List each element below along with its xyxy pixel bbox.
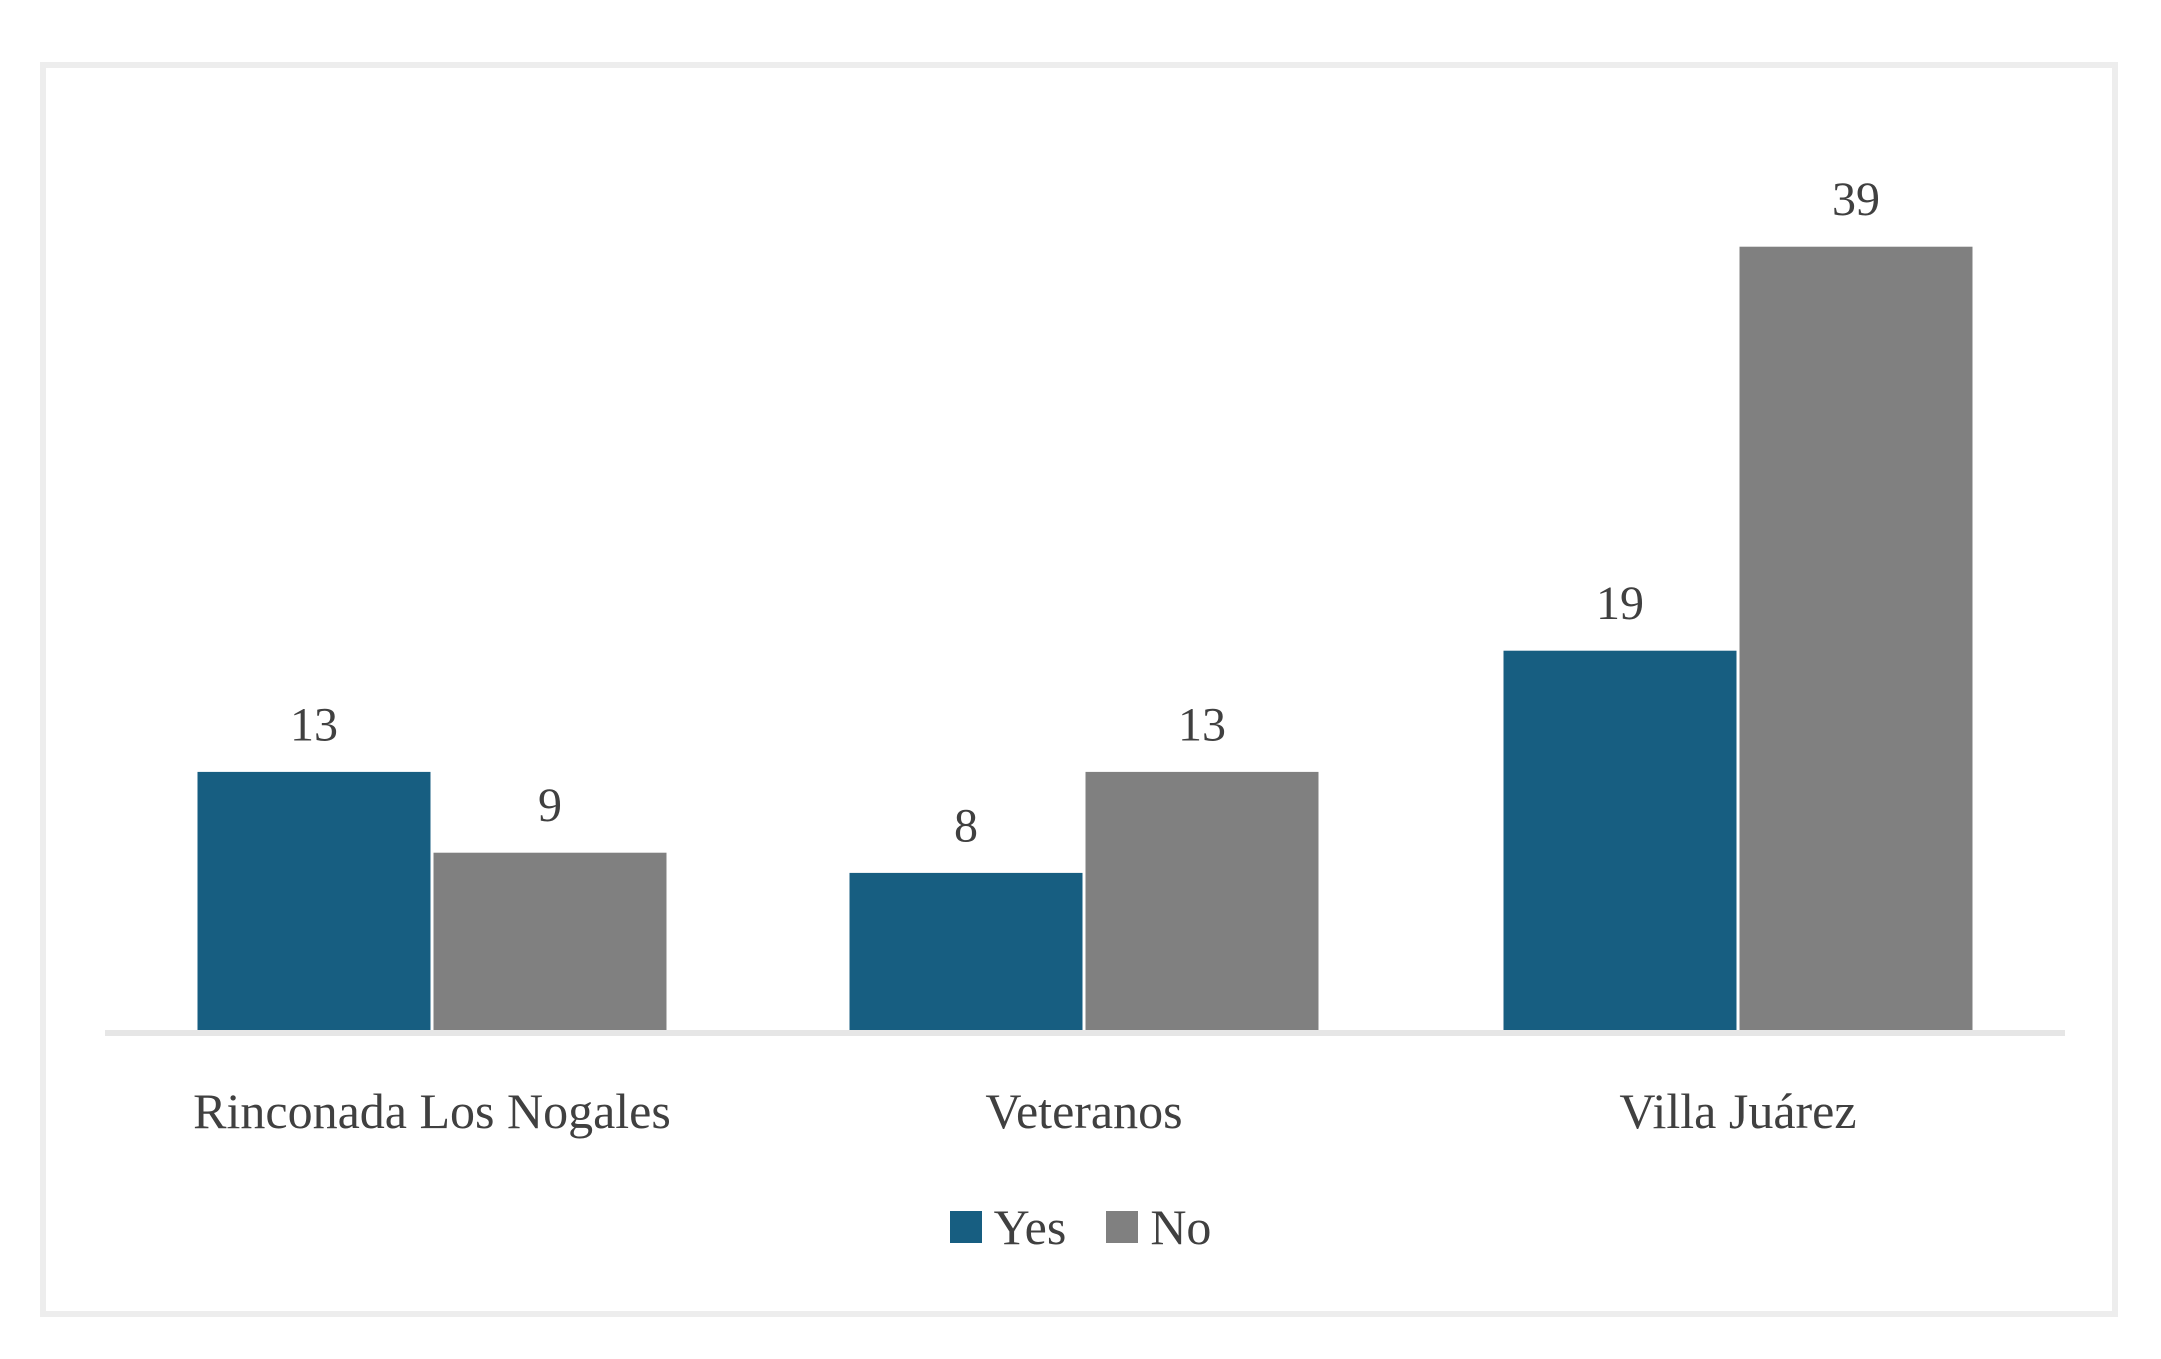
bar-no-0	[430, 849, 670, 1035]
x-tick-label-1: Veteranos	[985, 1083, 1182, 1139]
x-tick-label-2: Villa Juárez	[1619, 1083, 1856, 1139]
bars-layer	[194, 243, 1976, 1035]
ticks-layer: Rinconada Los Nogales Veteranos Villa Juár…	[193, 1083, 1856, 1139]
legend-swatch-yes	[949, 1211, 982, 1243]
data-label-yes-2: 19	[1596, 577, 1644, 630]
bar-no-1	[1082, 768, 1322, 1035]
data-label-no-1: 13	[1178, 698, 1226, 751]
legend: Yes No	[0, 1198, 2161, 1256]
data-label-yes-0: 13	[290, 698, 338, 751]
legend-item-yes: Yes	[949, 1198, 1067, 1256]
data-label-no-0: 9	[538, 779, 562, 832]
bar-no-2	[1736, 243, 1976, 1035]
data-label-yes-1: 8	[954, 799, 978, 852]
legend-label-yes: Yes	[993, 1199, 1067, 1255]
legend-item-no: No	[1106, 1198, 1211, 1256]
legend-label-no: No	[1150, 1199, 1212, 1255]
bar-yes-2	[1500, 647, 1740, 1035]
bar-yes-0	[194, 768, 434, 1035]
legend-swatch-no	[1106, 1211, 1139, 1243]
x-tick-label-0: Rinconada Los Nogales	[193, 1083, 671, 1139]
labels-layer: 13 9 8 13 19 39	[290, 173, 1880, 852]
data-label-no-2: 39	[1832, 173, 1880, 226]
bar-yes-1	[846, 869, 1086, 1035]
